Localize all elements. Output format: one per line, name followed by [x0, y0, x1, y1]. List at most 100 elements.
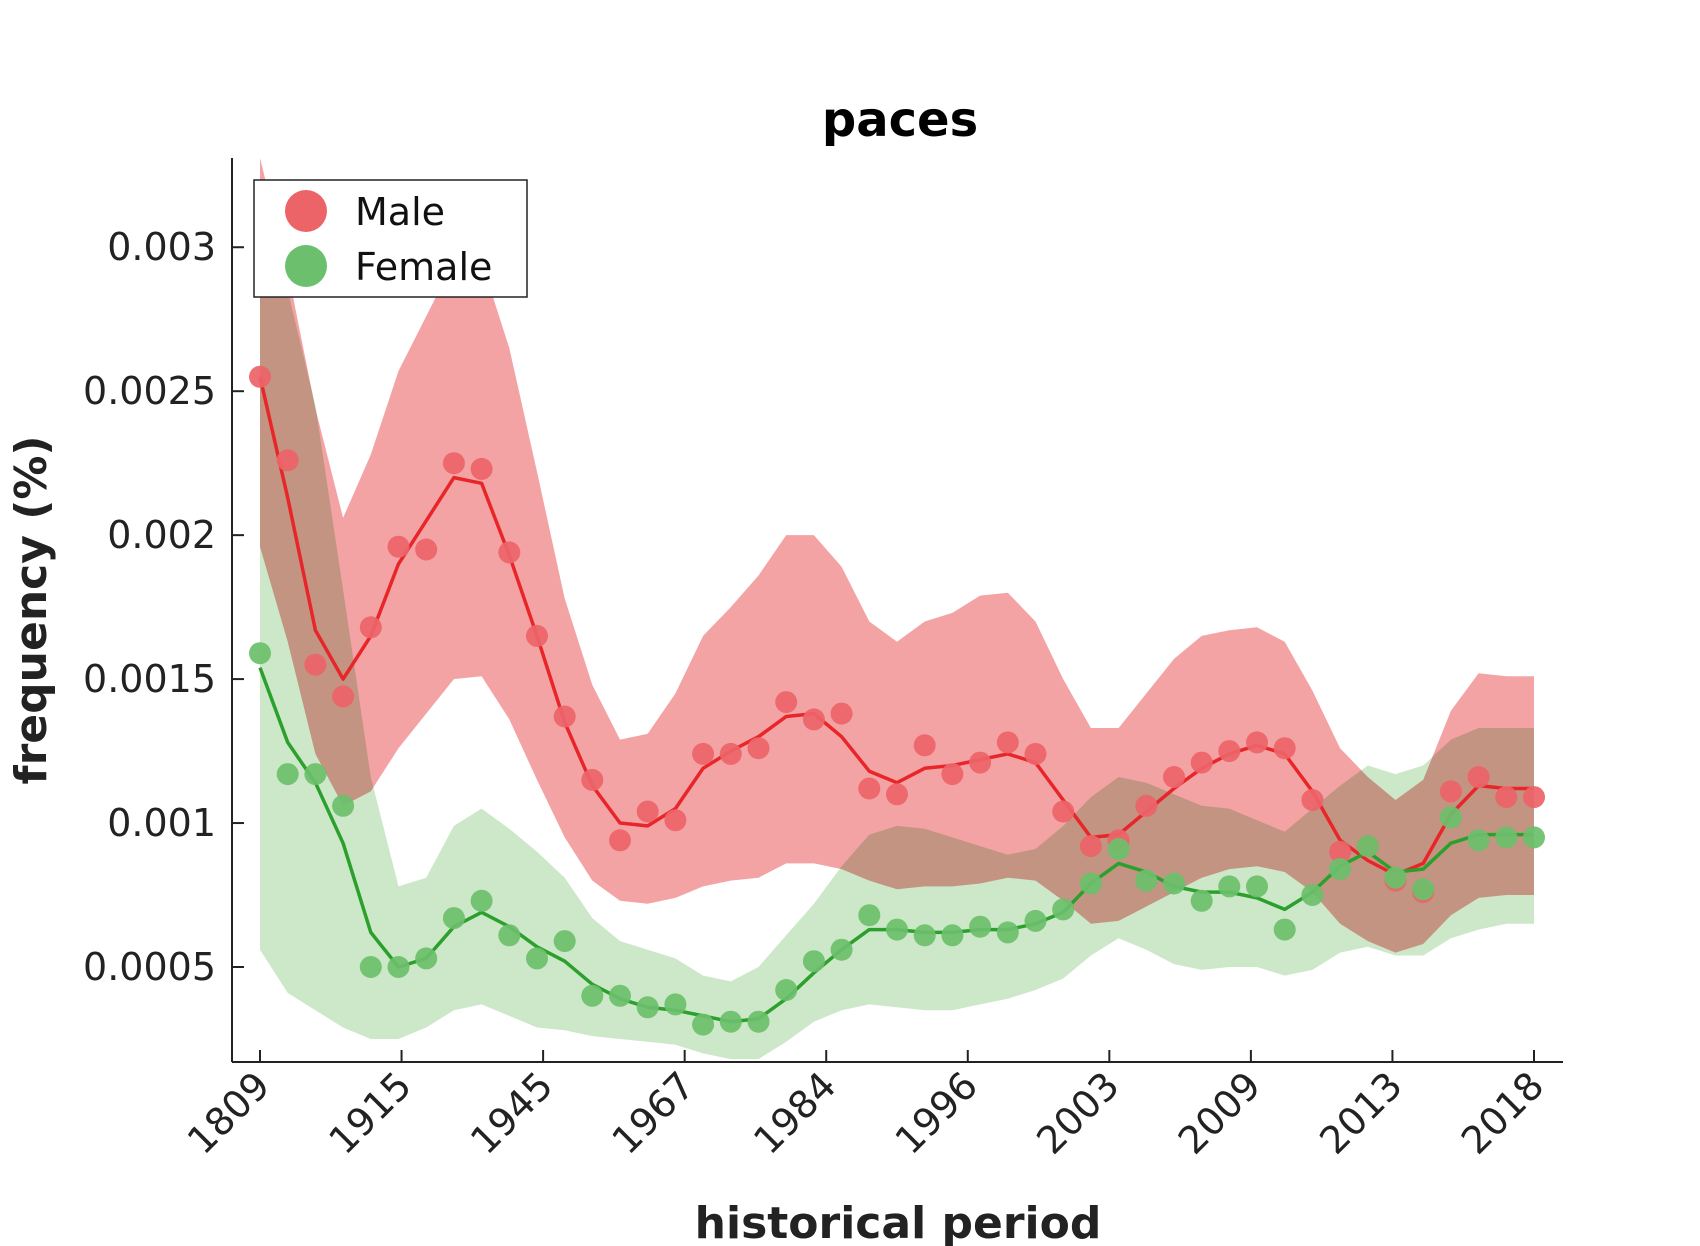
male-data-point: [359, 616, 382, 639]
x-ticks: 1809 1915 1945 1967 1984 1996 2003 2009 2013 2018: [179, 1050, 1553, 1163]
male-data-point: [941, 763, 964, 786]
female-data-point: [747, 1010, 770, 1033]
male-data-point: [775, 691, 798, 714]
male-data-point: [1190, 751, 1213, 774]
female-data-point: [609, 984, 631, 1007]
male-data-point: [913, 734, 936, 757]
female-data-point: [498, 924, 521, 947]
female-data-point: [802, 950, 825, 973]
male-data-point: [581, 768, 604, 791]
y-tick-label: 0.0025: [83, 369, 216, 413]
female-data-point: [886, 918, 908, 941]
female-data-point: [664, 993, 687, 1016]
legend-female-label: Female: [355, 245, 492, 289]
y-tick-label: 0.002: [107, 513, 216, 557]
legend-male-marker: [285, 190, 327, 232]
female-data-point: [1301, 884, 1324, 906]
y-ticks: 0.0005 0.001 0.0015 0.002 0.0025 0.003: [83, 225, 244, 989]
female-data-point: [387, 956, 410, 978]
female-data-point: [913, 924, 936, 947]
male-data-point: [1052, 800, 1075, 823]
x-tick-label: 2018: [1453, 1063, 1553, 1163]
male-data-point: [1163, 766, 1185, 788]
female-data-point: [1052, 898, 1075, 921]
male-data-point: [747, 737, 770, 760]
female-confidence-band: [260, 270, 1534, 1060]
male-data-point: [1439, 780, 1462, 803]
female-data-point: [1190, 889, 1213, 912]
female-data-point: [1273, 918, 1296, 941]
female-data-point: [276, 763, 299, 786]
male-data-point: [387, 535, 410, 558]
x-tick-label: 2003: [1028, 1063, 1128, 1163]
male-data-point: [719, 742, 742, 765]
female-data-point: [1356, 835, 1379, 858]
female-data-point: [1107, 838, 1130, 860]
female-data-point: [415, 947, 438, 970]
female-data-point: [692, 1013, 715, 1036]
male-data-point: [1329, 840, 1352, 863]
female-data-point: [996, 921, 1019, 944]
male-data-point: [609, 829, 631, 852]
female-data-point: [830, 938, 853, 961]
male-data-point: [1523, 786, 1545, 809]
female-data-point: [1218, 875, 1241, 898]
female-data-point: [941, 924, 964, 947]
y-axis-label: frequency (%): [6, 435, 57, 784]
male-data-point: [1135, 794, 1158, 817]
female-data-point: [1163, 872, 1185, 895]
male-data-point: [664, 809, 687, 832]
female-data-point: [1079, 872, 1102, 895]
y-tick-label: 0.0005: [83, 945, 216, 989]
female-data-point: [969, 915, 992, 938]
x-tick-label: 1996: [887, 1063, 987, 1163]
male-data-point: [526, 624, 548, 647]
male-data-point: [692, 742, 715, 765]
x-tick-label: 1809: [179, 1063, 279, 1163]
female-data-point: [304, 763, 327, 786]
x-tick-label: 1984: [745, 1063, 845, 1163]
male-data-point: [1218, 740, 1241, 763]
male-data-point: [1246, 731, 1268, 754]
male-data-point: [1273, 737, 1296, 760]
female-data-point: [359, 956, 382, 978]
male-data-point: [470, 457, 493, 480]
female-data-point: [775, 979, 798, 1001]
y-tick-label: 0.0015: [83, 657, 216, 701]
male-data-point: [802, 708, 825, 731]
female-data-point: [1384, 866, 1407, 889]
female-data-point: [470, 889, 493, 912]
female-data-point: [719, 1010, 742, 1033]
legend-female-marker: [285, 245, 327, 287]
x-axis-label: historical period: [695, 1198, 1102, 1246]
male-data-point: [1079, 835, 1102, 858]
male-data-point: [886, 783, 908, 806]
female-data-point: [553, 930, 576, 953]
male-data-point: [1467, 766, 1490, 788]
female-data-point: [1329, 858, 1352, 881]
male-data-point: [996, 731, 1019, 754]
male-trend-line: [258, 376, 1534, 877]
female-data-point: [581, 984, 604, 1007]
female-data-point: [1467, 829, 1490, 852]
male-data-point: [276, 449, 299, 472]
female-data-point: [858, 904, 881, 927]
female-data-point: [1135, 869, 1158, 892]
male-data-point: [969, 751, 992, 774]
male-data-point: [830, 702, 853, 725]
female-data-point: [1024, 909, 1047, 932]
x-tick-label: 2013: [1311, 1063, 1411, 1163]
male-data-point: [332, 685, 355, 708]
y-tick-label: 0.001: [107, 801, 216, 845]
male-data-point: [498, 541, 521, 564]
male-data-point: [1495, 786, 1518, 809]
male-data-point: [858, 777, 881, 800]
data-points: [249, 365, 1545, 1036]
female-data-point: [332, 794, 355, 817]
x-tick-label: 1915: [320, 1063, 420, 1163]
male-data-point: [1024, 742, 1047, 765]
male-data-point: [415, 538, 438, 561]
male-data-point: [249, 365, 271, 388]
x-tick-label: 1967: [604, 1063, 704, 1163]
female-data-point: [1246, 875, 1268, 898]
